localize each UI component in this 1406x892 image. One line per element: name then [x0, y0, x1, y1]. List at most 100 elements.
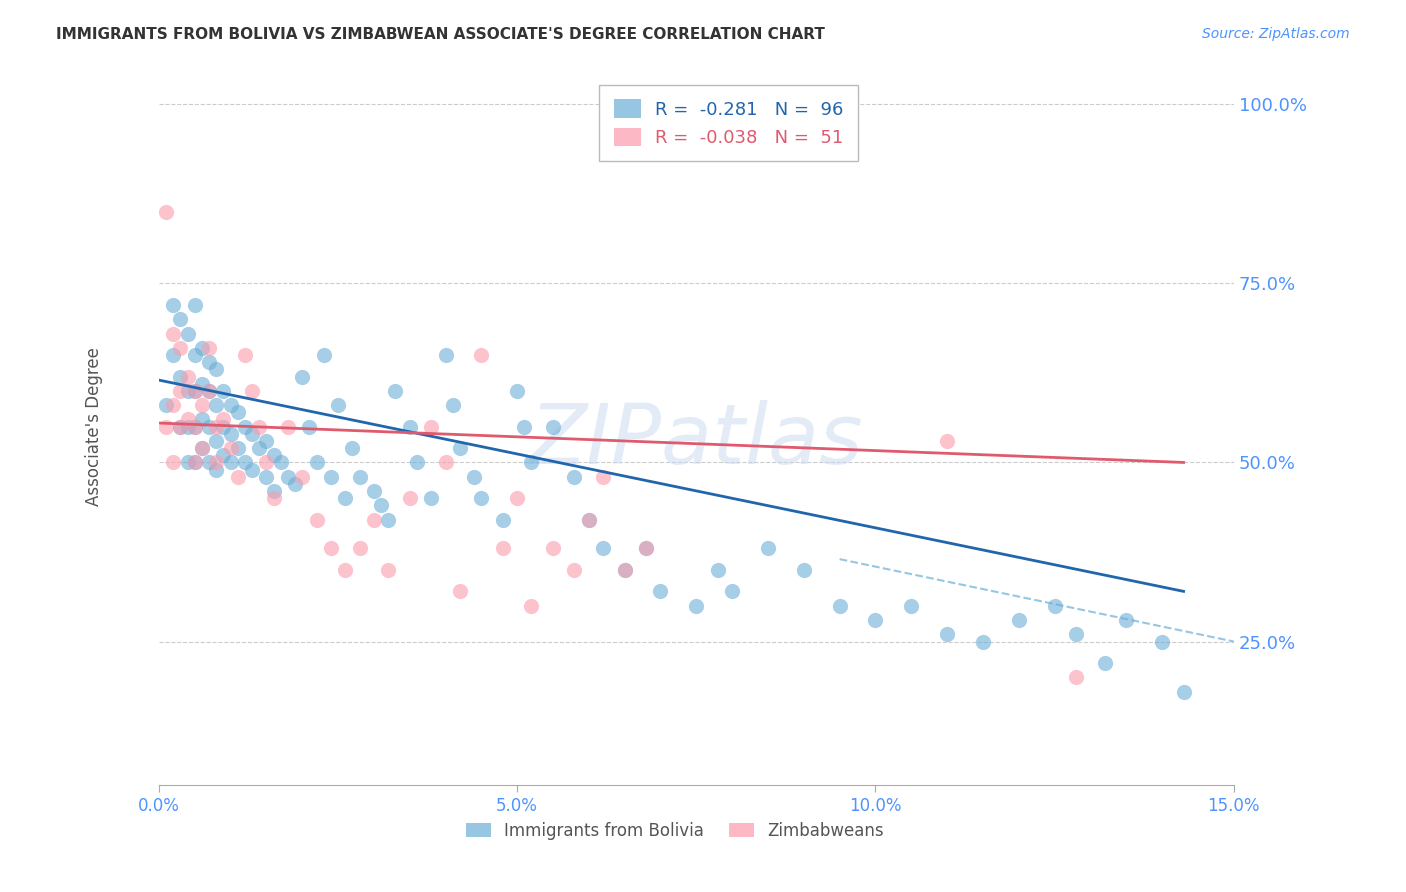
Point — [319, 541, 342, 556]
Point — [793, 563, 815, 577]
Point — [520, 599, 543, 613]
Point — [506, 491, 529, 506]
Point — [205, 462, 228, 476]
Point — [254, 469, 277, 483]
Point — [198, 384, 221, 398]
Point — [183, 419, 205, 434]
Legend: R =  -0.281   N =  96, R =  -0.038   N =  51: R = -0.281 N = 96, R = -0.038 N = 51 — [599, 85, 858, 161]
Point — [284, 477, 307, 491]
Point — [578, 513, 600, 527]
Point — [254, 434, 277, 448]
Point — [420, 419, 443, 434]
Point — [162, 455, 184, 469]
Point — [828, 599, 851, 613]
Point — [205, 398, 228, 412]
Point — [470, 348, 492, 362]
Point — [342, 441, 364, 455]
Point — [219, 398, 242, 412]
Point — [492, 513, 515, 527]
Point — [541, 419, 564, 434]
Point — [263, 484, 285, 499]
Point — [1152, 634, 1174, 648]
Point — [319, 469, 342, 483]
Point — [169, 369, 191, 384]
Point — [219, 441, 242, 455]
Point — [191, 376, 214, 391]
Point — [183, 298, 205, 312]
Point — [205, 434, 228, 448]
Point — [205, 455, 228, 469]
Point — [349, 541, 371, 556]
Point — [291, 369, 314, 384]
Point — [335, 491, 357, 506]
Point — [183, 384, 205, 398]
Point — [707, 563, 730, 577]
Point — [312, 348, 335, 362]
Point — [183, 419, 205, 434]
Point — [592, 541, 614, 556]
Point — [520, 455, 543, 469]
Point — [384, 384, 406, 398]
Point — [198, 455, 221, 469]
Point — [198, 384, 221, 398]
Point — [162, 326, 184, 341]
Point — [191, 441, 214, 455]
Point — [183, 455, 205, 469]
Point — [506, 384, 529, 398]
Point — [936, 434, 959, 448]
Point — [298, 419, 321, 434]
Point — [176, 419, 198, 434]
Point — [183, 384, 205, 398]
Point — [169, 419, 191, 434]
Point — [613, 563, 636, 577]
Point — [226, 469, 249, 483]
Point — [263, 491, 285, 506]
Point — [434, 455, 457, 469]
Point — [155, 419, 177, 434]
Point — [305, 513, 328, 527]
Point — [176, 455, 198, 469]
Point — [335, 563, 357, 577]
Point — [176, 384, 198, 398]
Point — [277, 419, 299, 434]
Point — [191, 412, 214, 426]
Point — [1008, 613, 1031, 627]
Point — [1064, 627, 1087, 641]
Point — [277, 469, 299, 483]
Point — [169, 384, 191, 398]
Text: IMMIGRANTS FROM BOLIVIA VS ZIMBABWEAN ASSOCIATE'S DEGREE CORRELATION CHART: IMMIGRANTS FROM BOLIVIA VS ZIMBABWEAN AS… — [56, 27, 825, 42]
Point — [492, 541, 515, 556]
Point — [169, 341, 191, 355]
Point — [541, 541, 564, 556]
Point — [162, 348, 184, 362]
Point — [247, 419, 270, 434]
Y-axis label: Associate's Degree: Associate's Degree — [86, 347, 103, 506]
Point — [191, 341, 214, 355]
Point — [305, 455, 328, 469]
Text: Source: ZipAtlas.com: Source: ZipAtlas.com — [1202, 27, 1350, 41]
Point — [233, 455, 256, 469]
Point — [291, 469, 314, 483]
Point — [240, 462, 263, 476]
Point — [191, 441, 214, 455]
Point — [191, 398, 214, 412]
Point — [254, 455, 277, 469]
Point — [240, 426, 263, 441]
Point — [162, 398, 184, 412]
Point — [169, 312, 191, 326]
Point — [1043, 599, 1066, 613]
Point — [162, 298, 184, 312]
Point — [169, 419, 191, 434]
Point — [1064, 670, 1087, 684]
Point — [434, 348, 457, 362]
Point — [564, 563, 586, 577]
Point — [756, 541, 779, 556]
Point — [865, 613, 887, 627]
Point — [650, 584, 672, 599]
Point — [377, 563, 399, 577]
Point — [449, 584, 471, 599]
Point — [155, 204, 177, 219]
Point — [513, 419, 536, 434]
Point — [270, 455, 292, 469]
Point — [449, 441, 471, 455]
